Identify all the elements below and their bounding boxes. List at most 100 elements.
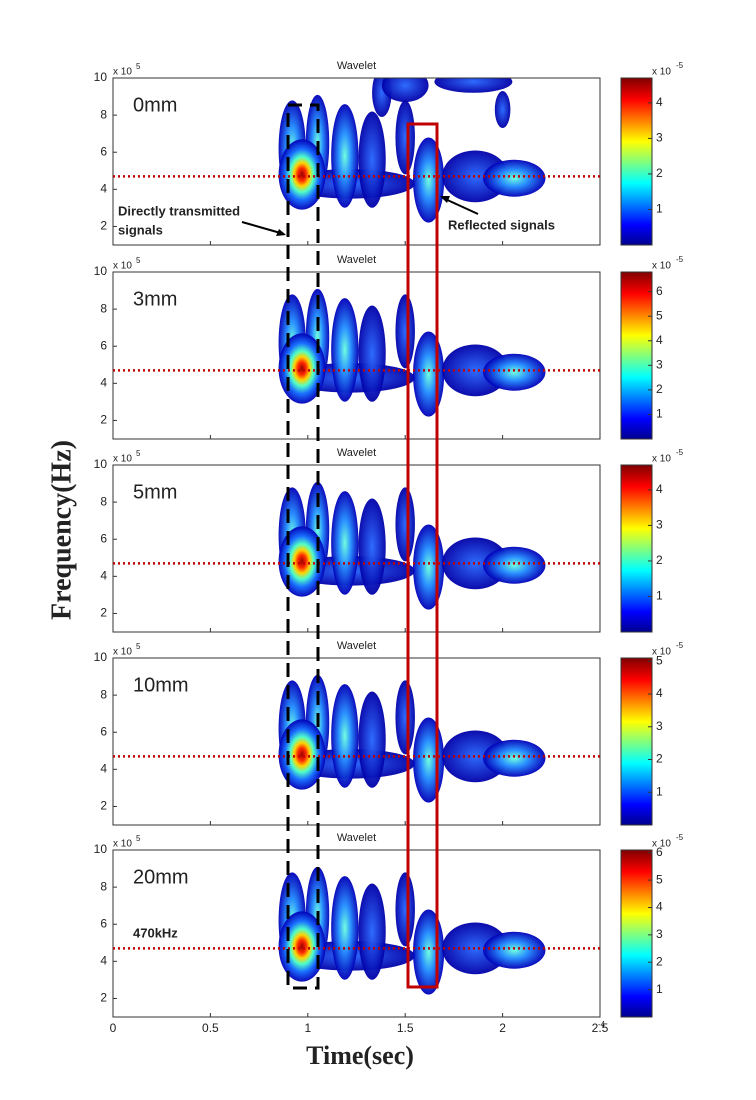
energy-blob	[278, 526, 326, 597]
colorbar-tick-label: 3	[656, 719, 663, 733]
y-exponent: 5	[136, 834, 141, 843]
y-tick-label: 2	[100, 219, 107, 233]
energy-blob	[412, 717, 445, 803]
colorbar-tick-label: 4	[656, 333, 663, 347]
energy-blob	[395, 487, 415, 562]
colorbar-tick-label: 1	[656, 202, 663, 216]
panel-title: Wavelet	[337, 640, 376, 652]
panel: 2 4 6 8 10 0 0.5 1 1.5 2 2.5 x 10 5 Wavelet 20mm 1 2 3 4 5 6…	[94, 832, 684, 1035]
annotation: Reflected signals	[448, 217, 555, 232]
colorbar-exponent: -5	[676, 641, 684, 650]
y-tick-label: 4	[100, 376, 107, 390]
y-tick-label: 4	[100, 762, 107, 776]
colorbar-tick-label: 1	[656, 982, 663, 996]
energy-blob	[412, 331, 445, 417]
y-multiplier: x 10	[113, 647, 132, 658]
energy-blob	[412, 137, 445, 223]
colorbar-tick-label: 4	[656, 95, 663, 109]
colorbar-tick-label: 2	[656, 954, 663, 968]
colorbar-tick-label: 3	[656, 927, 663, 941]
energy-blob	[434, 78, 513, 93]
energy-map	[278, 674, 546, 803]
y-tick-label: 10	[94, 264, 108, 278]
colorbar	[620, 464, 653, 633]
colorbar-multiplier: x 10	[652, 67, 671, 78]
colorbar-tick-label: 1	[656, 784, 663, 798]
panel-label: 20mm	[133, 866, 189, 888]
direct-signal-box	[286, 103, 320, 990]
y-tick-label: 2	[100, 413, 107, 427]
energy-blob	[483, 353, 546, 391]
colorbar-tick-label: 1	[656, 407, 663, 421]
energy-blob	[395, 680, 415, 755]
x-tick-label: 1	[304, 1021, 311, 1035]
panel-label: 3mm	[133, 288, 177, 310]
energy-blob	[358, 691, 386, 788]
y-exponent: 5	[136, 62, 141, 71]
energy-blob	[395, 872, 415, 947]
arrow	[442, 197, 479, 215]
annotation: signals	[118, 222, 163, 237]
y-tick-label: 8	[100, 301, 107, 315]
y-tick-label: 2	[100, 799, 107, 813]
colorbar	[620, 77, 653, 246]
energy-map	[278, 481, 546, 610]
colorbar-tick-label: 5	[656, 308, 663, 322]
colorbar-tick-label: 1	[656, 589, 663, 603]
colorbar-tick-label: 4	[656, 686, 663, 700]
colorbar-tick-label: 5	[656, 653, 663, 667]
x-tick-label: 1.5	[397, 1021, 414, 1035]
arrow-head	[276, 229, 286, 236]
colorbar-tick-label: 6	[656, 284, 663, 298]
energy-blob	[358, 498, 386, 595]
plot-frame	[112, 464, 601, 633]
energy-blob	[331, 298, 359, 402]
colorbar-tick-label: 3	[656, 357, 663, 371]
energy-blob	[331, 876, 359, 980]
energy-blob	[331, 684, 359, 788]
colorbar-multiplier: x 10	[652, 261, 671, 272]
y-tick-label: 2	[100, 606, 107, 620]
energy-blob	[278, 139, 326, 210]
energy-blob	[358, 883, 386, 980]
energy-blob	[483, 931, 546, 969]
arrow-head	[440, 196, 450, 203]
y-tick-label: 6	[100, 916, 107, 930]
x-axis-label: Time(sec)	[306, 1041, 414, 1070]
colorbar-tick-label: 2	[656, 382, 663, 396]
y-tick-label: 4	[100, 569, 107, 583]
panel-label: 10mm	[133, 674, 189, 696]
colorbar-multiplier: x 10	[652, 454, 671, 465]
panel-label: 0mm	[133, 94, 177, 116]
energy-blob	[483, 546, 546, 584]
colorbar-tick-label: 2	[656, 553, 663, 567]
energy-blob	[483, 739, 546, 777]
energy-blob	[331, 104, 359, 208]
panels: 2 4 6 8 10 x 10 5 Wavelet 0mm 1 2 3 4 x 10 -5 2 4 6 8 10 x 1…	[94, 60, 684, 1035]
y-tick-label: 10	[94, 842, 108, 856]
y-tick-label: 6	[100, 144, 107, 158]
y-tick-label: 8	[100, 879, 107, 893]
y-tick-label: 8	[100, 494, 107, 508]
energy-blob	[358, 305, 386, 402]
y-tick-label: 10	[94, 70, 108, 84]
colorbar-tick-label: 4	[656, 482, 663, 496]
y-exponent: 5	[136, 256, 141, 265]
colorbar-tick-label: 3	[656, 518, 663, 532]
colorbar-exponent: -5	[676, 833, 684, 842]
energy-blob	[412, 524, 445, 610]
panel: 2 4 6 8 10 x 10 5 Wavelet 0mm 1 2 3 4 x 10 -5	[94, 60, 684, 246]
colorbar	[620, 657, 653, 826]
colorbar-exponent: -5	[676, 61, 684, 70]
y-multiplier: x 10	[113, 454, 132, 465]
energy-blob	[358, 111, 386, 208]
x-tick-label: 2	[499, 1021, 506, 1035]
energy-blob	[395, 294, 415, 369]
panel-title: Wavelet	[337, 447, 376, 459]
colorbar-tick-label: 3	[656, 131, 663, 145]
colorbar-tick-label: 2	[656, 166, 663, 180]
y-tick-label: 6	[100, 724, 107, 738]
panel-title: Wavelet	[337, 254, 376, 266]
energy-blob	[278, 719, 326, 790]
